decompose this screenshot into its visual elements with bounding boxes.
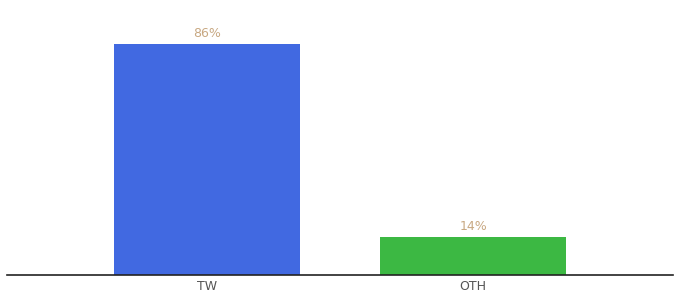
Bar xyxy=(380,237,566,274)
Text: 14%: 14% xyxy=(460,220,487,233)
Text: 86%: 86% xyxy=(193,27,221,40)
Bar xyxy=(114,44,300,274)
